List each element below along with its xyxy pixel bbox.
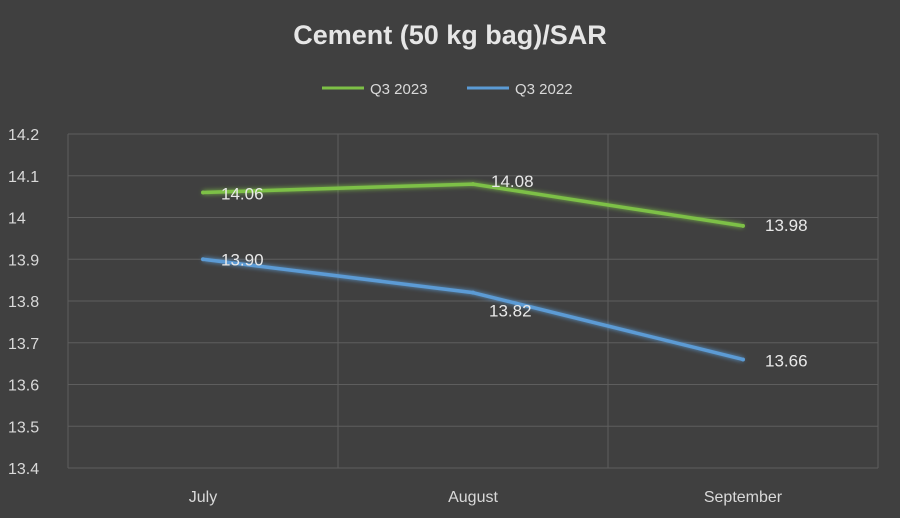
y-tick-label: 13.5: [8, 419, 39, 436]
gridlines: [67, 133, 879, 469]
data-point: [201, 257, 205, 262]
y-tick-label: 14.1: [8, 169, 39, 186]
chart-title: Cement (50 kg bag)/SAR: [293, 20, 607, 50]
y-tick-label: 13.8: [8, 294, 39, 311]
data-label: 14.08: [491, 172, 534, 191]
data-label: 14.06: [221, 184, 264, 203]
x-tick-label: July: [189, 489, 217, 506]
legend-label: Q3 2022: [515, 81, 573, 98]
y-tick-label: 14: [8, 211, 26, 228]
data-label: 13.82: [489, 302, 532, 321]
x-tick-label: September: [704, 489, 783, 506]
y-tick-label: 13.4: [8, 461, 39, 478]
series-line: [202, 257, 744, 362]
data-point: [471, 290, 475, 295]
data-point: [471, 182, 475, 187]
x-tick-label: August: [448, 489, 498, 506]
data-point: [201, 190, 205, 195]
series-line: [202, 182, 744, 228]
y-tick-label: 13.6: [8, 378, 39, 395]
data-labels: 14.06 14.08 13.98 13.90 13.82 13.66: [221, 172, 808, 370]
y-tick-label: 14.2: [8, 127, 39, 144]
data-label: 13.90: [221, 250, 264, 269]
data-point: [741, 357, 745, 362]
y-tick-label: 13.7: [8, 336, 39, 353]
y-axis-ticks: 13.4 13.5 13.6 13.7 13.8 13.9 14 14.1 14.2: [8, 127, 39, 478]
legend: Q3 2023 Q3 2022: [322, 81, 573, 98]
data-label: 13.66: [765, 351, 808, 370]
data-point: [741, 223, 745, 228]
x-axis-ticks: July August September: [189, 489, 783, 506]
y-tick-label: 13.9: [8, 252, 39, 269]
legend-label: Q3 2023: [370, 81, 428, 98]
data-label: 13.98: [765, 216, 808, 235]
series-lines: [201, 182, 745, 362]
